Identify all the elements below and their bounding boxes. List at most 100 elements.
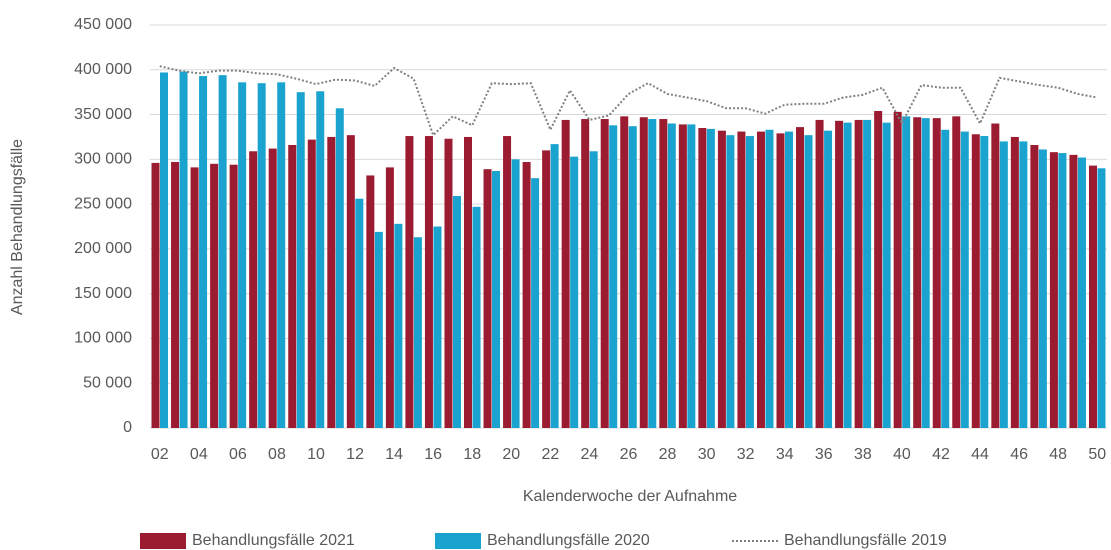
y-axis-label: Anzahl Behandlungsfälle	[9, 139, 26, 315]
bar	[620, 116, 629, 428]
x-tick-label: 28	[659, 446, 677, 463]
bar	[726, 135, 735, 429]
x-tick-label: 32	[737, 446, 755, 463]
legend-label: Behandlungsfälle 2019	[784, 532, 947, 549]
x-tick-label: 08	[268, 446, 286, 463]
bar	[288, 145, 297, 428]
bar	[335, 108, 344, 428]
bar	[639, 117, 648, 429]
x-tick-label: 04	[190, 446, 208, 463]
bar	[874, 110, 883, 429]
bar	[863, 119, 872, 428]
x-tick-label: 12	[346, 446, 364, 463]
bar	[179, 71, 188, 429]
bar	[678, 124, 687, 428]
bar	[687, 124, 696, 428]
x-tick-label: 46	[1010, 446, 1028, 463]
bar	[433, 226, 442, 428]
y-tick-label: 250 000	[74, 195, 132, 212]
x-axis-label: Kalenderwoche der Aufnahme	[523, 488, 737, 505]
y-tick-label: 150 000	[74, 285, 132, 302]
bar	[444, 138, 453, 429]
bar	[999, 141, 1008, 428]
bar	[249, 151, 258, 429]
bar	[971, 134, 980, 428]
x-tick-label: 20	[502, 446, 520, 463]
bar	[394, 223, 403, 428]
bar	[464, 136, 473, 428]
bar	[804, 135, 813, 429]
bar	[413, 237, 422, 428]
x-tick-label: 10	[307, 446, 325, 463]
bar	[952, 116, 961, 428]
bar	[171, 162, 180, 428]
bar	[815, 119, 824, 428]
bar	[756, 131, 765, 428]
bar	[492, 170, 501, 428]
bar	[980, 136, 989, 428]
bar	[882, 122, 891, 429]
bar	[609, 125, 618, 429]
bar	[405, 136, 414, 428]
x-tick-label: 40	[893, 446, 911, 463]
bar	[1038, 149, 1047, 428]
bar	[941, 129, 950, 428]
bar	[268, 148, 277, 428]
bar	[932, 118, 941, 428]
bar	[659, 119, 668, 429]
bar	[960, 131, 969, 428]
bar	[717, 130, 726, 429]
bar	[796, 127, 805, 429]
bar	[503, 136, 512, 428]
bar	[1049, 152, 1058, 428]
y-tick-label: 350 000	[74, 106, 132, 123]
bar	[1088, 165, 1097, 428]
bar	[1097, 168, 1106, 429]
bar	[296, 92, 305, 429]
x-tick-label: 50	[1088, 446, 1106, 463]
bar	[893, 111, 902, 428]
y-tick-label: 100 000	[74, 330, 132, 347]
legend-label: Behandlungsfälle 2020	[487, 532, 650, 549]
bar	[706, 128, 715, 428]
bar	[667, 123, 676, 428]
bar	[835, 120, 844, 428]
bar	[229, 164, 238, 428]
y-tick-label: 400 000	[74, 61, 132, 78]
y-tick-label: 50 000	[83, 374, 132, 391]
bar	[991, 123, 1000, 428]
bar	[1010, 136, 1019, 428]
bar	[570, 156, 579, 428]
x-tick-label: 44	[971, 446, 989, 463]
x-tick-label: 38	[854, 446, 872, 463]
bar	[385, 167, 394, 429]
bar	[600, 119, 609, 429]
bar	[784, 131, 793, 428]
bar	[628, 126, 637, 428]
bar	[854, 119, 863, 428]
bar	[366, 175, 375, 428]
x-tick-label: 16	[424, 446, 442, 463]
y-tick-label: 200 000	[74, 240, 132, 257]
bar	[843, 122, 852, 429]
bar	[316, 91, 325, 428]
bar	[327, 136, 336, 428]
bar	[210, 163, 219, 429]
bar	[648, 119, 657, 429]
y-tick-label: 300 000	[74, 151, 132, 168]
bar	[542, 150, 551, 428]
legend-swatch	[435, 533, 481, 549]
bar	[531, 178, 540, 428]
bar	[737, 131, 746, 428]
bar	[522, 162, 531, 428]
bar	[151, 162, 160, 428]
bar	[921, 118, 930, 428]
bar	[776, 133, 785, 428]
x-tick-label: 26	[620, 446, 638, 463]
bar	[160, 72, 169, 428]
bar	[374, 231, 383, 428]
bar	[238, 82, 247, 428]
bar	[355, 198, 364, 428]
x-tick-label: 24	[581, 446, 599, 463]
